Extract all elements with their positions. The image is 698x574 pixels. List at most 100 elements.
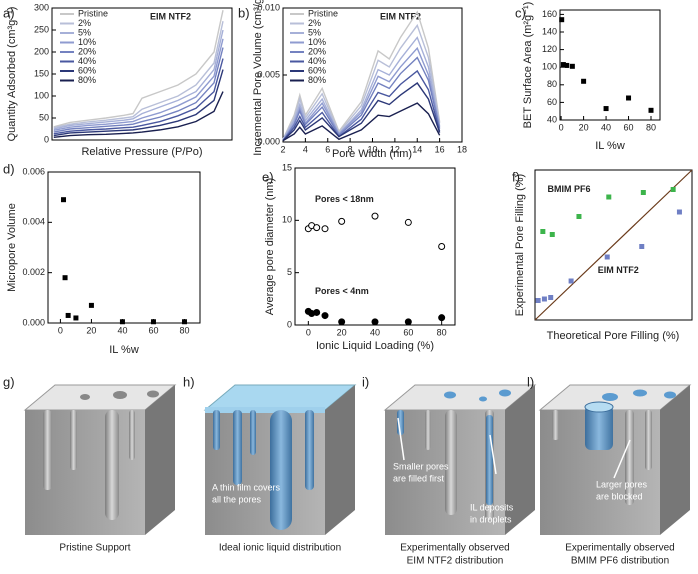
annotation: are filled first <box>393 473 445 483</box>
x-tick-label: 2 <box>280 144 285 154</box>
point <box>61 197 67 203</box>
point <box>568 278 574 284</box>
x-tick-label: 60 <box>403 327 413 337</box>
y-tick-label: 10 <box>282 215 292 225</box>
point <box>560 62 566 68</box>
legend-label: Pristine <box>78 8 108 18</box>
x-tick-label: 60 <box>148 325 158 335</box>
x-axis-label: Pore Width (nm) <box>332 148 412 160</box>
point <box>321 312 329 320</box>
annotation: Larger pores <box>596 479 648 489</box>
x-tick-label: 6 <box>325 144 330 154</box>
x-tick-label: 20 <box>337 327 347 337</box>
plot-frame <box>534 169 693 321</box>
point <box>150 319 156 325</box>
series-line <box>282 69 441 142</box>
point <box>404 318 412 326</box>
reference-line <box>534 169 693 321</box>
annotation: Smaller pores <box>393 461 449 471</box>
caption: Experimentally observed <box>565 543 675 554</box>
plot-frame <box>559 9 661 121</box>
y-tick-label: 150 <box>34 68 49 78</box>
series-line <box>282 23 441 140</box>
y-tick-label: 60 <box>547 97 557 107</box>
y-axis-label: Incremental Pore Volume (cm³/g) <box>252 0 264 156</box>
point <box>438 314 446 322</box>
panel-letter: d) <box>3 161 15 176</box>
caption: BMIM PF6 distribution <box>571 556 669 567</box>
x-axis-label: IL %w <box>109 344 139 356</box>
point <box>338 217 346 225</box>
point <box>569 63 575 69</box>
y-tick-label: 0.010 <box>257 2 280 12</box>
legend-label: 40% <box>308 56 326 66</box>
series-line <box>53 21 224 129</box>
y-axis-label: Micropore Volume <box>6 203 18 292</box>
panel-letter: a) <box>3 5 15 20</box>
point <box>548 295 554 300</box>
legend-label: Pristine <box>308 8 338 18</box>
point <box>73 315 79 321</box>
point <box>321 225 329 233</box>
x-tick-label: 8 <box>348 144 353 154</box>
point <box>603 106 609 112</box>
y-tick-label: 140 <box>542 26 557 36</box>
series-label: Pores < 4nm <box>315 286 369 296</box>
series-line <box>282 82 441 142</box>
point <box>338 318 346 326</box>
series-line <box>53 29 224 130</box>
x-tick-label: 10 <box>367 144 377 154</box>
series-line <box>282 46 441 142</box>
series-line <box>282 56 441 142</box>
point <box>604 254 610 260</box>
x-axis-label: Theoretical Pore Filling (%) <box>547 330 680 342</box>
panel-letter: b) <box>238 5 250 20</box>
x-tick-label: 40 <box>117 325 127 335</box>
point <box>606 194 612 200</box>
series-line <box>282 36 441 140</box>
point <box>648 107 654 113</box>
point <box>404 218 412 226</box>
point <box>549 232 555 237</box>
annotation: A thin film covers <box>212 482 281 492</box>
x-tick-label: 4 <box>303 144 308 154</box>
x-axis-label: Ionic Liquid Loading (%) <box>316 340 434 352</box>
plot-frame <box>294 167 456 326</box>
series-label: Pores < 18nm <box>315 194 374 204</box>
series-line <box>53 69 224 137</box>
legend-label: 60% <box>78 65 96 75</box>
diagram-pristine <box>23 384 177 535</box>
point <box>181 319 187 325</box>
point <box>119 319 125 325</box>
legend-label: 10% <box>78 37 96 47</box>
y-tick-label: 0.004 <box>22 217 45 227</box>
annotation: EIM NTF2 <box>380 11 421 21</box>
y-tick-label: 100 <box>34 90 49 100</box>
y-axis-label: BET Surface Area (m²g⁻¹) <box>522 2 534 129</box>
y-tick-label: 15 <box>282 162 292 172</box>
panel-letter: h) <box>183 374 195 389</box>
y-tick-label: 200 <box>34 46 49 56</box>
x-axis-label: Relative Pressure (P/Po) <box>81 146 202 158</box>
legend-label: 20% <box>308 46 326 56</box>
x-tick-label: 0 <box>559 122 564 132</box>
annotation: in droplets <box>470 514 512 524</box>
series-line <box>53 47 224 133</box>
point <box>313 224 321 232</box>
point <box>676 209 682 215</box>
x-tick-label: 14 <box>412 144 422 154</box>
point <box>88 302 94 308</box>
x-axis-label: IL %w <box>595 140 625 152</box>
point <box>438 243 446 250</box>
legend-label: 40% <box>78 56 96 66</box>
point <box>62 275 68 281</box>
plot-frame <box>47 171 201 324</box>
series-line <box>53 91 224 139</box>
panel-letter: f) <box>512 169 520 184</box>
caption: Experimentally observed <box>400 543 510 554</box>
caption: EIM NTF2 distribution <box>407 556 504 567</box>
point <box>576 214 582 219</box>
point <box>640 190 646 195</box>
x-tick-label: 16 <box>435 144 445 154</box>
